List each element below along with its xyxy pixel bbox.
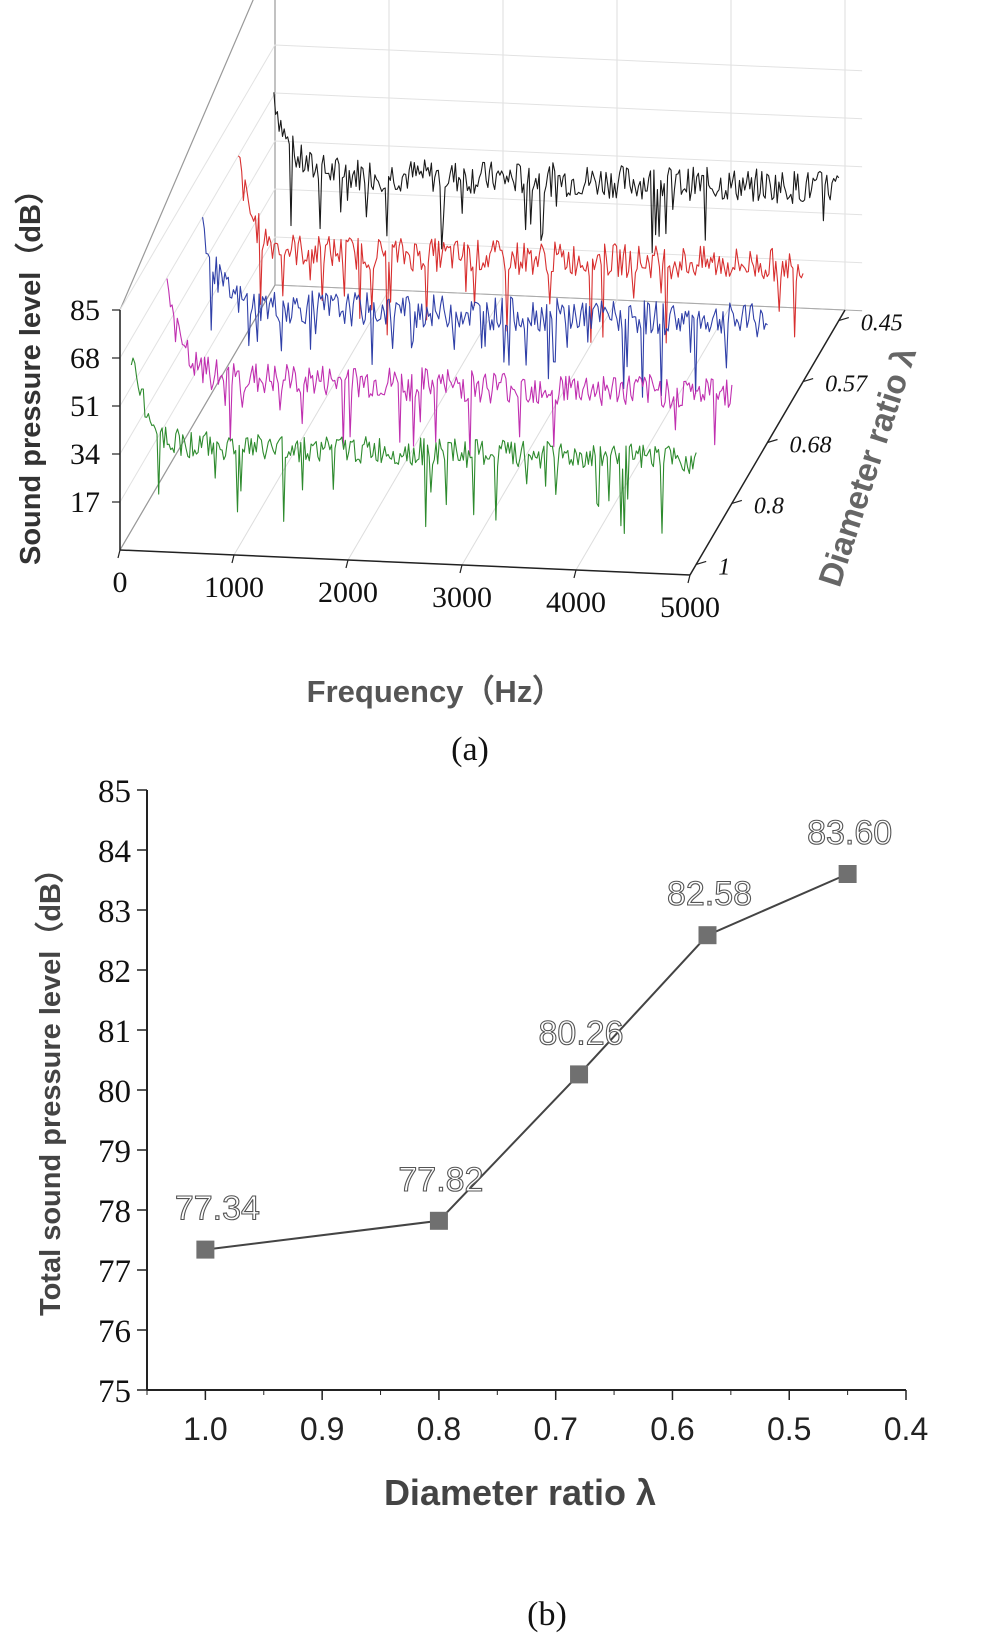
series-line-0.45 (273, 92, 840, 254)
y-tick-label: 84 (98, 834, 131, 870)
x-tick (117, 549, 121, 559)
z-tick-label: 0.68 (790, 433, 832, 459)
y-tick-label: 79 (98, 1134, 131, 1170)
y-tick-label: 17 (70, 486, 100, 519)
x-tick-label: 4000 (546, 586, 606, 619)
y-tick-label: 85 (70, 294, 100, 327)
panel-b-axes (146, 790, 906, 1391)
level-grid-line (119, 236, 863, 503)
panel-a-series (130, 92, 840, 535)
panel-b-ticks: 75 76 77 78 79 80 81 82 83 84 85 1.0 0.9 0.8 0.7 0.6 0.5… (98, 774, 928, 1447)
series-line (205, 873, 849, 1251)
z-tick-label: 0.57 (825, 372, 868, 398)
y-tick-label: 34 (70, 438, 100, 471)
data-point-77.82 (429, 1211, 448, 1230)
x-tick-label: 0.8 (417, 1411, 461, 1447)
data-label: 82.58 (667, 875, 752, 913)
series-line-0.68 (202, 217, 768, 398)
z-tick-label: 0.45 (861, 311, 903, 337)
data-point-83.60 (838, 865, 857, 883)
y-tick-label: 83 (98, 894, 131, 930)
x-tick (459, 564, 463, 574)
x-tick-label: 1000 (204, 571, 264, 604)
y-tick-label: 80 (98, 1074, 131, 1110)
x-tick-label: 0.7 (533, 1411, 577, 1447)
x-tick-label: 5000 (660, 591, 720, 624)
panel-a-ylabel: Sound pressure level（dB） (14, 175, 47, 565)
y-tick-label: 51 (70, 390, 100, 423)
caption-a: (a) (451, 731, 489, 768)
x-tick-label: 0.9 (300, 1411, 344, 1447)
x-tick-label: 0.5 (767, 1411, 811, 1447)
z-tick (838, 317, 849, 322)
data-point-82.58 (698, 926, 717, 945)
level-grid-line (119, 92, 863, 359)
x-tick (687, 574, 691, 584)
z-tick-label: 0.8 (754, 493, 784, 519)
y-tick-label: 78 (98, 1194, 131, 1230)
panel-a-ticks: 0 1000 2000 3000 4000 5000 17 34 51 68 85 1 0.8 0.68 0… (70, 294, 903, 624)
y-tick-label: 77 (98, 1254, 131, 1290)
z-tick (731, 499, 743, 505)
panel-a-xlabel: Frequency（Hz） (307, 674, 564, 709)
panel-b-line (205, 873, 849, 1251)
series-line-0.57 (237, 155, 804, 344)
panel-b-data-labels: 77.34 77.82 80.26 82.58 83.60 (174, 813, 892, 1228)
data-label: 83.60 (807, 814, 892, 852)
x-tick-label: 0.4 (884, 1411, 928, 1447)
x-tick-label: 0.6 (650, 1411, 694, 1447)
z-tick (767, 438, 778, 444)
floor-grid-line (233, 289, 390, 556)
panel-b-ylabel: Total sound pressure level（dB） (34, 854, 67, 1316)
z-tick-label: 1 (718, 554, 730, 580)
x-tick (231, 554, 235, 564)
x-tick-label: 1.0 (183, 1411, 227, 1447)
floor-grid-line (461, 299, 618, 566)
series-line-1 (130, 357, 697, 535)
y-tick-label: 85 (98, 774, 131, 810)
y-tick-label: 75 (98, 1374, 131, 1410)
y-tick-label: 81 (98, 1014, 131, 1050)
series-line-0.8 (166, 278, 733, 458)
side-wall (119, 0, 276, 553)
data-label: 80.26 (538, 1014, 623, 1052)
x-axis-line (119, 549, 691, 576)
data-point-77.34 (196, 1240, 215, 1259)
caption-b: (b) (527, 1596, 567, 1633)
x-tick-label: 0 (113, 566, 128, 599)
x-tick (345, 559, 349, 569)
level-grid-line (119, 44, 863, 311)
x-tick-label: 3000 (432, 581, 492, 614)
panel-b-total-spl-chart: 75 76 77 78 79 80 81 82 83 84 85 1.0 0.9 0.8 0.7 0.6 0.5… (34, 774, 928, 1633)
level-grid-line (119, 140, 863, 407)
floor-grid-line (575, 304, 732, 571)
panel-a-grid (119, 0, 863, 576)
panel-b-points (196, 865, 857, 1259)
data-label: 77.34 (175, 1190, 260, 1228)
x-tick-label: 2000 (318, 576, 378, 609)
floor-grid-line (347, 294, 504, 561)
panel-a-3d-spectrum: 0 1000 2000 3000 4000 5000 17 34 51 68 85 1 0.8 0.68 0… (14, 0, 923, 768)
panel-a-walls (119, 0, 863, 576)
z-tick (802, 377, 814, 383)
y-tick-label: 76 (98, 1314, 131, 1350)
x-tick (573, 569, 577, 579)
y-tick-label: 68 (70, 342, 100, 375)
y-tick-label: 82 (98, 954, 131, 990)
data-point-80.26 (570, 1065, 589, 1084)
data-label: 77.82 (398, 1161, 483, 1199)
panel-b-xlabel: Diameter ratio λ (384, 1472, 656, 1513)
z-tick (696, 560, 707, 565)
